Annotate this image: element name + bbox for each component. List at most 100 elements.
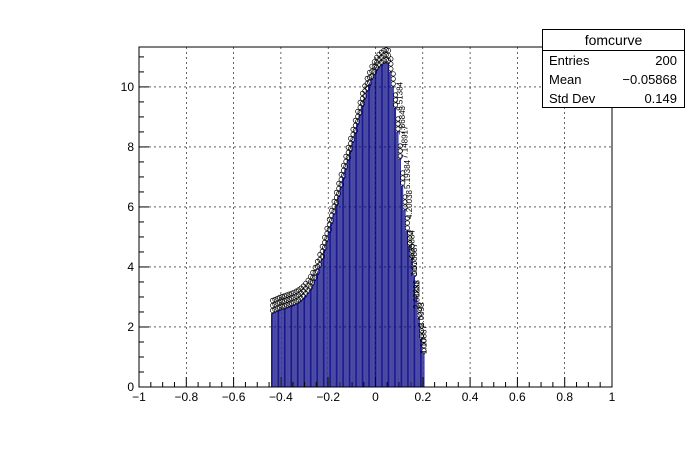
data-marker (288, 290, 295, 296)
data-marker (348, 135, 354, 141)
data-marker (310, 270, 316, 276)
data-marker (367, 69, 373, 75)
data-marker (409, 243, 415, 249)
data-marker (416, 312, 422, 318)
data-marker (319, 243, 325, 250)
stats-value: 0.149 (644, 91, 677, 106)
histogram-bars (270, 47, 427, 387)
data-marker (395, 126, 401, 132)
data-marker (293, 293, 299, 299)
data-marker (395, 121, 401, 127)
data-marker (419, 333, 425, 339)
data-marker (333, 189, 340, 195)
data-marker (291, 294, 297, 300)
data-marker (421, 348, 427, 354)
data-marker (270, 297, 276, 304)
data-marker (390, 81, 396, 87)
data-marker (371, 59, 377, 65)
data-marker (277, 304, 283, 311)
data-marker (364, 80, 370, 86)
data-marker (272, 297, 278, 303)
data-marker (284, 292, 290, 298)
axis-ticks (138, 56, 613, 388)
data-marker (341, 162, 347, 168)
data-marker (312, 269, 318, 276)
data-marker (364, 75, 370, 81)
data-marker (407, 240, 413, 246)
data-marker (393, 97, 399, 103)
data-marker (336, 180, 342, 186)
data-marker (383, 57, 389, 63)
data-marker (385, 47, 392, 54)
data-marker (284, 302, 290, 308)
data-marker (402, 194, 408, 200)
data-marker (293, 288, 299, 294)
data-marker (388, 66, 394, 72)
data-marker (270, 302, 276, 309)
data-marker (288, 300, 295, 306)
data-marker (288, 295, 295, 301)
data-marker (400, 170, 406, 176)
data-marker (400, 175, 406, 181)
data-marker (402, 204, 408, 210)
data-marker (272, 307, 278, 313)
data-marker (326, 216, 332, 223)
data-marker (324, 225, 330, 232)
data-marker (338, 171, 344, 177)
data-marker (322, 234, 328, 241)
data-marker (272, 302, 278, 308)
data-marker (421, 338, 427, 344)
point-label: 3.678887 (410, 243, 419, 277)
data-marker (411, 266, 418, 272)
data-marker (270, 307, 276, 314)
data-marker (404, 220, 410, 226)
data-marker (393, 92, 399, 98)
y-tick-label: 4 (127, 260, 134, 274)
x-tick-label: −1 (132, 390, 146, 404)
point-label: 4.25884 (408, 230, 417, 259)
point-label: 8.51384 (396, 81, 405, 110)
point-label: 1.10887 (419, 325, 428, 354)
data-marker (371, 64, 377, 70)
x-tick-label: −0.6 (222, 390, 246, 404)
data-marker (310, 275, 316, 281)
point-label: 2.68888 (412, 280, 421, 309)
data-marker (307, 279, 314, 285)
data-marker (274, 295, 280, 301)
data-marker (284, 297, 290, 303)
data-marker (388, 56, 394, 62)
data-marker (404, 225, 410, 231)
data-marker (407, 235, 413, 241)
data-marker (369, 68, 375, 74)
data-marker (383, 52, 389, 58)
x-tick-label: 0.2 (414, 390, 431, 404)
data-marker (362, 83, 368, 89)
data-marker (407, 230, 413, 236)
data-marker (355, 108, 361, 114)
data-marker (404, 215, 410, 221)
data-marker (414, 281, 420, 287)
data-marker (397, 148, 403, 154)
data-marker (291, 289, 297, 295)
data-marker (286, 296, 292, 302)
data-marker (421, 343, 427, 349)
data-marker (277, 294, 283, 301)
data-marker (411, 261, 418, 267)
y-tick-label: 8 (127, 140, 134, 154)
data-marker (277, 299, 283, 306)
data-marker (312, 264, 318, 271)
data-marker (279, 294, 285, 300)
point-label: 4.20038 (405, 189, 414, 218)
data-marker (395, 116, 401, 122)
data-marker (393, 102, 399, 108)
y-tick-label: 0 (127, 380, 134, 394)
data-marker (329, 207, 335, 214)
data-marker (331, 198, 337, 204)
data-marker (345, 144, 351, 150)
y-tick-label: 6 (127, 200, 134, 214)
data-marker (286, 291, 292, 297)
data-marker (419, 323, 425, 329)
data-marker (357, 99, 363, 105)
